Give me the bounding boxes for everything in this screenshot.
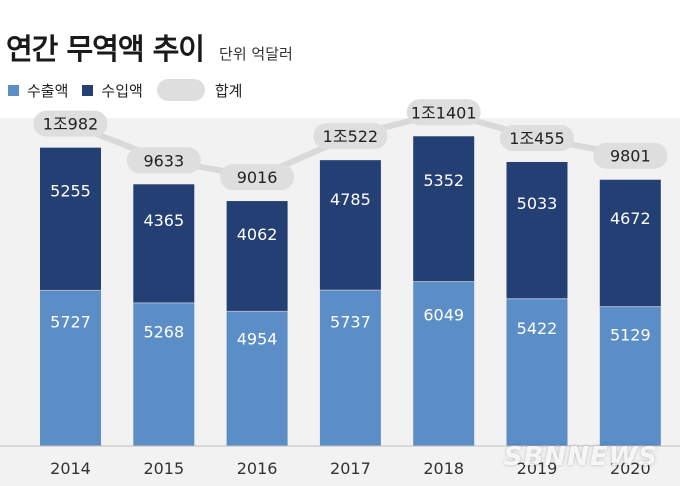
data-label-import: 4062 [237,225,278,244]
data-label-import: 5255 [50,181,91,200]
bar-export [413,281,475,446]
bar-export [599,306,661,446]
x-tick-label: 2018 [423,459,464,478]
export-swatch [8,84,19,96]
x-tick-label: 2015 [143,459,184,478]
data-label-import: 4672 [610,209,651,228]
total-label: 9633 [143,151,184,170]
total-pill [593,142,668,169]
total-swatch [156,79,205,101]
data-label-export: 5129 [610,326,651,345]
legend-total-label: 합계 [214,81,243,100]
bar-import [133,184,195,303]
total-pill [500,124,574,151]
x-tick-label: 2019 [517,459,558,478]
bar-import [506,161,568,299]
bar-import [40,147,101,291]
x-tick-label: 2017 [330,459,371,478]
legend-import-label: 수입액 [101,81,143,100]
data-label-export: 5737 [330,312,371,331]
data-label-import: 4785 [330,190,371,209]
total-label: 9016 [237,168,278,187]
total-pill [33,110,108,137]
watermark: SBNNEWS [503,442,658,472]
bar-export [40,290,101,446]
bar-export [319,290,381,446]
header: 연간 무역액 추이 단위 억달러 [6,26,293,66]
legend-item-total: 합계 [156,79,243,101]
import-swatch [82,84,94,96]
total-label: 1조455 [509,129,564,148]
total-label: 9801 [610,147,651,166]
unit-label: 단위 억달러 [219,45,293,63]
legend-item-export: 수출액 [8,80,68,101]
bar-export [133,302,195,446]
bar-import [319,160,381,291]
bar-export [226,311,288,446]
total-pill [313,123,388,150]
bar-import [599,179,661,307]
total-label: 1조1401 [411,103,477,122]
x-tick-label: 2014 [50,459,91,478]
data-label-export: 5422 [517,319,558,338]
data-label-import: 5033 [517,194,558,213]
total-label: 1조522 [323,127,378,146]
data-label-export: 4954 [237,329,278,348]
bar-import [413,136,475,282]
bar-import [226,201,288,312]
total-pill [126,147,201,174]
legend: 수출액 수입액 합계 [8,78,256,102]
bar-export [506,298,568,446]
data-label-export: 5727 [50,313,91,332]
legend-export-label: 수출액 [27,81,69,100]
x-tick-label: 2020 [610,459,651,478]
data-label-export: 5268 [143,323,184,342]
total-pill [406,99,481,126]
total-pill [220,164,295,191]
total-label: 1조982 [43,115,98,134]
chart-title: 연간 무역액 추이 [6,32,205,66]
legend-item-import: 수입액 [82,80,143,101]
data-label-import: 4365 [143,211,184,230]
data-label-export: 6049 [423,306,464,325]
data-label-import: 5352 [423,171,464,190]
x-tick-label: 2016 [237,459,278,478]
